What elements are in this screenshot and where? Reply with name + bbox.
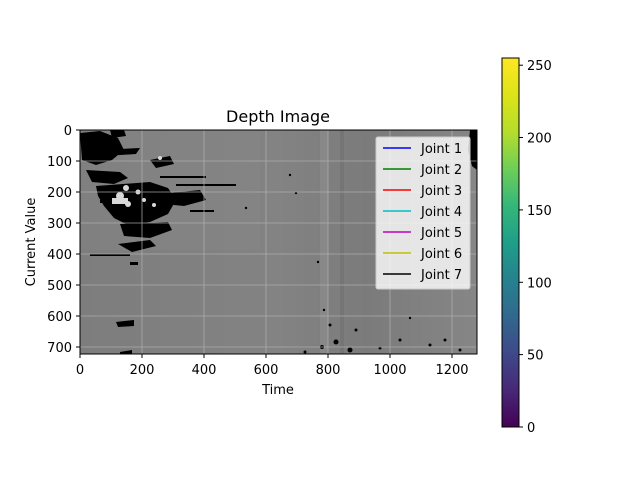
y-tick-label: 400	[47, 248, 72, 263]
x-tick-label: 0	[76, 363, 84, 378]
colorbar-gradient	[501, 57, 520, 428]
legend-label-joint-7: Joint 7	[420, 268, 462, 283]
y-axis-label: Current Value	[24, 198, 39, 287]
legend-label-joint-6: Joint 6	[420, 247, 462, 262]
legend-label-joint-4: Joint 4	[420, 205, 462, 220]
colorbar-tick-label: 250	[527, 59, 552, 74]
chart-title: Depth Image	[226, 107, 330, 126]
y-tick-label: 700	[47, 341, 72, 356]
y-axis: 0 100 200 300 400 500 600 700 Current Va…	[24, 124, 80, 356]
x-axis-label: Time	[261, 383, 294, 398]
legend: Joint 1 Joint 2 Joint 3 Joint 4 Joint 5 …	[375, 136, 471, 290]
y-tick-label: 300	[47, 217, 72, 232]
colorbar-tick-label: 50	[527, 349, 544, 364]
x-tick-label: 1000	[373, 363, 406, 378]
y-tick-label: 200	[47, 186, 72, 201]
x-tick-label: 800	[316, 363, 341, 378]
legend-label-joint-5: Joint 5	[420, 226, 462, 241]
x-tick-label: 400	[192, 363, 217, 378]
legend-label-joint-2: Joint 2	[420, 163, 462, 178]
legend-frame	[375, 136, 471, 290]
x-axis: 0 200 400 600 800 1000 1200 Time	[76, 354, 469, 398]
x-tick-label: 200	[130, 363, 155, 378]
y-tick-label: 100	[47, 155, 72, 170]
x-tick-label: 1200	[435, 363, 468, 378]
y-tick-label: 500	[47, 279, 72, 294]
plot-frame	[79, 129, 478, 355]
y-tick-label: 0	[64, 124, 72, 139]
legend-label-joint-1: Joint 1	[420, 142, 462, 157]
colorbar-tick-label: 200	[527, 132, 552, 147]
colorbar-tick-label: 0	[527, 421, 535, 436]
colorbar-tick-label: 100	[527, 276, 552, 291]
y-tick-label: 600	[47, 310, 72, 325]
colorbar-tick-label: 150	[527, 204, 552, 219]
x-tick-label: 600	[254, 363, 279, 378]
legend-label-joint-3: Joint 3	[420, 184, 462, 199]
colorbar: 0 50 100 150 200 250	[501, 57, 552, 436]
